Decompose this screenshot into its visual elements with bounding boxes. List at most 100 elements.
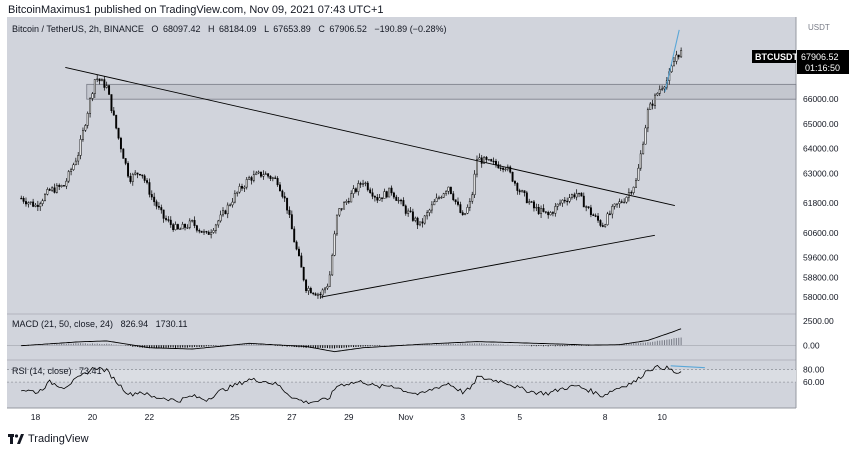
rsi-divergence-line <box>670 365 705 369</box>
candle-body <box>388 187 391 198</box>
candle-body <box>597 215 599 221</box>
candle-body <box>473 173 476 196</box>
candle-body <box>205 231 208 233</box>
candle-body <box>364 182 367 185</box>
candle-body <box>302 267 305 281</box>
candle-body <box>352 188 355 194</box>
rsi-line <box>21 364 682 405</box>
candle-body <box>150 194 153 198</box>
candle-body <box>146 180 149 183</box>
candle-body <box>179 228 182 230</box>
candle-body <box>181 223 184 230</box>
candle-body <box>44 194 46 201</box>
candle-body <box>673 61 675 67</box>
candle-body <box>568 197 571 202</box>
candle-body <box>63 185 65 187</box>
candle-body <box>165 218 167 220</box>
candle-body <box>53 187 56 193</box>
macd-legend-title: MACD (21, 50, close, 24) <box>12 319 113 329</box>
candle-body <box>207 231 210 235</box>
candle-body <box>286 197 289 211</box>
open-label: O <box>151 24 158 34</box>
candles <box>20 47 683 299</box>
candle-body <box>229 204 232 206</box>
price-legend: Bitcoin / TetherUS, 2h, BINANCE O 68097.… <box>12 24 446 34</box>
candle-body <box>122 148 125 159</box>
candle-body <box>203 231 205 233</box>
candle-body <box>563 199 566 202</box>
time-axis[interactable] <box>7 408 796 426</box>
candle-body <box>471 194 474 202</box>
candle-body <box>305 279 308 292</box>
candle-body <box>587 206 590 208</box>
candle-body <box>646 109 649 129</box>
time-tick-label: 29 <box>344 412 354 422</box>
candle-body <box>293 228 296 243</box>
candle-body <box>70 169 73 172</box>
candle-body <box>409 210 412 213</box>
candle-body <box>487 159 490 161</box>
candle-body <box>599 220 602 226</box>
candle-body <box>442 193 445 198</box>
candle-body <box>523 190 526 194</box>
candle-body <box>613 203 616 207</box>
candle-body <box>644 127 647 145</box>
candle-body <box>127 163 130 177</box>
candle-body <box>580 192 583 197</box>
candle-body <box>447 186 450 192</box>
candle-body <box>532 201 535 209</box>
candle-body <box>212 230 215 233</box>
candle-body <box>511 171 514 182</box>
candle-body <box>226 204 229 215</box>
candle-body <box>585 206 588 208</box>
candle-body <box>452 193 455 200</box>
candle-body <box>464 213 467 215</box>
candle-body <box>616 203 618 205</box>
candle-body <box>172 224 175 231</box>
candle-body <box>167 219 170 221</box>
candle-body <box>407 210 410 214</box>
candle-body <box>55 184 58 193</box>
candle-body <box>397 199 400 202</box>
candle-body <box>490 159 493 162</box>
candle-body <box>27 202 30 205</box>
candle-body <box>513 181 516 184</box>
candle-body <box>153 196 156 203</box>
close-value: 67906.52 <box>329 24 367 34</box>
candle-body <box>454 199 457 203</box>
candle-body <box>535 206 538 209</box>
candle-body <box>34 204 37 207</box>
candle-body <box>138 173 141 176</box>
candle-body <box>112 110 115 116</box>
candle-body <box>176 224 179 230</box>
candle-body <box>521 190 524 193</box>
candle-body <box>542 208 545 212</box>
candle-body <box>32 201 35 207</box>
candle-body <box>340 208 343 210</box>
candle-body <box>81 130 84 140</box>
candle-body <box>141 174 144 177</box>
price-axis[interactable] <box>796 17 850 408</box>
time-tick-label: Nov <box>398 412 414 422</box>
candle-body <box>404 205 407 214</box>
price-tick-label: 63000.00 <box>803 168 839 178</box>
candle-body <box>554 206 557 214</box>
candle-body <box>663 86 666 90</box>
candle-body <box>79 139 82 156</box>
candle-body <box>131 174 134 182</box>
rsi-legend-title: RSI (14, close) <box>12 366 72 376</box>
candle-body <box>98 78 101 82</box>
candle-body <box>551 212 554 214</box>
change-value: −190.89 (−0.28%) <box>374 24 446 34</box>
candle-body <box>160 207 163 211</box>
candle-body <box>528 201 531 204</box>
candle-body <box>435 197 438 202</box>
candle-body <box>680 50 683 58</box>
candle-body <box>115 114 118 129</box>
candle-body <box>385 191 388 198</box>
price-divergence-line <box>664 29 680 92</box>
candle-body <box>174 224 177 231</box>
candle-body <box>478 157 481 160</box>
last-price-label[interactable]: BTCUSDT 67906.52 01:16:50 <box>752 50 849 74</box>
